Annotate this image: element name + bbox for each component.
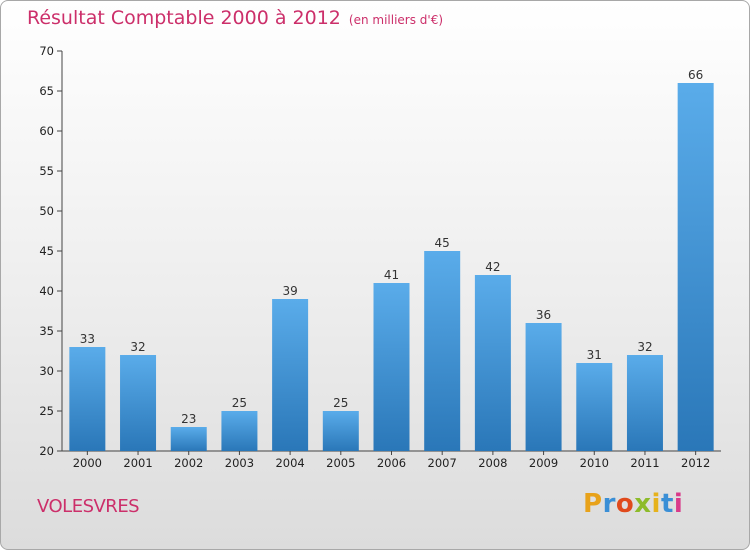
x-tick-label: 2011 (630, 456, 659, 470)
y-tick-label: 35 (39, 324, 54, 338)
y-tick-label: 30 (39, 364, 54, 378)
bar-value-label: 45 (435, 236, 450, 250)
bar-value-label: 41 (384, 268, 399, 282)
x-tick-label: 2007 (428, 456, 457, 470)
y-tick-label: 25 (39, 404, 54, 418)
y-tick-label: 65 (39, 84, 54, 98)
logo-letter: t (660, 489, 674, 519)
x-tick-label: 2010 (580, 456, 609, 470)
logo-letter: P (583, 489, 603, 519)
bar-value-label: 32 (637, 340, 652, 354)
logo-letter: o (615, 489, 635, 519)
x-tick-label: 2002 (174, 456, 203, 470)
x-tick-label: 2005 (326, 456, 355, 470)
bar-2010 (576, 363, 613, 451)
bar-value-label: 32 (130, 340, 145, 354)
logo-letter: x (634, 489, 652, 519)
bar-2004 (272, 299, 309, 451)
bar-2001 (120, 355, 157, 451)
bar-2007 (424, 251, 461, 451)
bar-2006 (373, 283, 410, 451)
bar-value-label: 42 (485, 260, 500, 274)
bar-2003 (221, 411, 258, 451)
y-tick-label: 45 (39, 244, 54, 258)
bar-value-label: 25 (333, 396, 348, 410)
commune-name: VOLESVRES (37, 496, 140, 517)
bar-value-label: 33 (80, 332, 95, 346)
x-tick-label: 2001 (123, 456, 152, 470)
y-tick-label: 60 (39, 124, 54, 138)
y-tick-label: 70 (39, 44, 54, 58)
x-tick-label: 2008 (478, 456, 507, 470)
bar-2005 (322, 411, 359, 451)
y-tick-label: 20 (39, 444, 54, 458)
bar-2011 (626, 355, 663, 451)
x-tick-label: 2006 (377, 456, 406, 470)
y-tick-label: 40 (39, 284, 54, 298)
x-tick-label: 2004 (275, 456, 304, 470)
bar-value-label: 23 (181, 412, 196, 426)
bar-value-label: 36 (536, 308, 551, 322)
bar-2009 (525, 323, 562, 451)
chart-subtitle: (en milliers d'€) (348, 13, 444, 27)
bar-value-label: 25 (232, 396, 247, 410)
x-tick-label: 2009 (529, 456, 558, 470)
x-tick-label: 2000 (73, 456, 102, 470)
bar-value-label: 31 (587, 348, 602, 362)
bar-2000 (69, 347, 106, 451)
bar-value-label: 39 (282, 284, 297, 298)
bar-2012 (677, 83, 714, 451)
y-tick-label: 55 (39, 164, 54, 178)
logo-letter: i (673, 489, 684, 519)
y-tick-label: 50 (39, 204, 54, 218)
chart-title: Résultat Comptable 2000 à 2012 (en millie… (27, 7, 443, 29)
logo-letter: i (651, 489, 661, 519)
proxiti-logo[interactable]: Proxiti (583, 489, 683, 519)
chart-title-text: Résultat Comptable 2000 à 2012 (27, 7, 341, 29)
x-tick-label: 2003 (225, 456, 254, 470)
bar-value-label: 66 (688, 68, 703, 82)
bar-2008 (474, 275, 511, 451)
x-tick-label: 2012 (681, 456, 710, 470)
bar-2002 (170, 427, 207, 451)
logo-letter: r (602, 489, 616, 519)
